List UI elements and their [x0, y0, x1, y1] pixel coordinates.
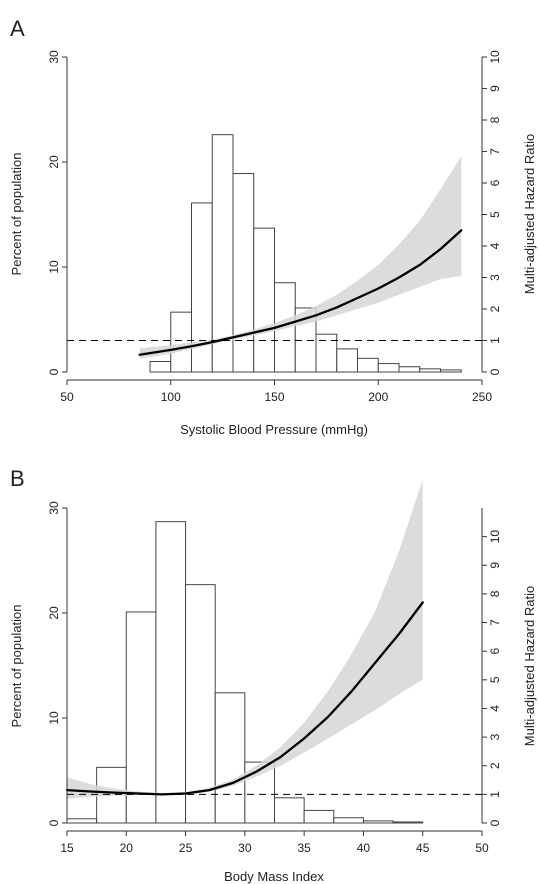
histogram-bar [398, 366, 421, 373]
panel-label: B [10, 466, 25, 491]
histogram-bar [315, 333, 338, 373]
histogram-bar [333, 817, 364, 824]
histogram-bar [303, 809, 335, 824]
y-axis-label-left: Percent of population [9, 153, 24, 276]
x-tick-label: 200 [368, 390, 388, 404]
histogram-bar [440, 369, 462, 373]
x-tick-label: 50 [475, 841, 489, 855]
x-tick-label: 20 [120, 841, 134, 855]
y-axis-label-left: Percent of population [9, 605, 24, 728]
y-tick-label-right: 10 [488, 50, 502, 64]
histogram-bar [170, 311, 192, 373]
x-tick-label: 50 [60, 390, 74, 404]
histogram-bar [149, 361, 172, 373]
x-tick-label: 100 [161, 390, 181, 404]
y-tick-label-right: 6 [488, 179, 502, 186]
histogram-bar [419, 368, 441, 373]
y-tick-label-right: 0 [488, 819, 502, 826]
y-tick-label-left: 10 [47, 260, 61, 274]
confidence-band [139, 156, 462, 359]
y-tick-label-left: 0 [47, 368, 61, 375]
y-axis-label-right: Multi-adjusted Hazard Ratio [522, 586, 537, 746]
panel-a: A 50 100 150 200 250 0 10 20 30 0 1 2 3 4 5 6 7 8 9 10 Syst… [9, 16, 537, 437]
y-tick-label-right: 2 [488, 305, 502, 312]
histogram-bar [232, 173, 255, 373]
histogram-bar [253, 227, 275, 373]
y-tick-label-right: 5 [488, 211, 502, 218]
hazard-ratio-curve [138, 229, 463, 356]
y-tick-label-right: 4 [488, 242, 502, 249]
y-tick-label-right: 3 [488, 274, 502, 281]
histogram-bar [377, 363, 400, 373]
x-tick-label: 35 [297, 841, 311, 855]
y-tick-label-right: 0 [488, 368, 502, 375]
y-tick-label-left: 20 [47, 606, 61, 620]
x-tick-label: 250 [472, 390, 492, 404]
y-tick-label-right: 7 [488, 619, 502, 626]
x-tick-label: 25 [179, 841, 193, 855]
y-tick-label-left: 30 [47, 501, 61, 515]
y-tick-label-right: 9 [488, 85, 502, 92]
hazard-ratio-curve [65, 601, 424, 796]
y-tick-label-right: 5 [488, 676, 502, 683]
y-tick-label-right: 2 [488, 762, 502, 769]
plot-area: 50 100 150 200 250 0 10 20 30 0 1 2 3 4 5 6 7 8 9 10 [47, 50, 502, 404]
histogram-bar [214, 692, 246, 824]
x-axis-label: Systolic Blood Pressure (mmHg) [180, 422, 368, 437]
y-axis-label-right: Multi-adjusted Hazard Ratio [522, 134, 537, 294]
y-tick-label-right: 8 [488, 116, 502, 123]
x-tick-label: 40 [357, 841, 371, 855]
y-tick-label-right: 4 [488, 705, 502, 712]
y-tick-label-right: 8 [488, 590, 502, 597]
confidence-band [67, 479, 423, 799]
histogram-bar [392, 821, 424, 824]
histogram-bar [357, 357, 379, 373]
y-tick-label-right: 10 [488, 530, 502, 544]
x-tick-label: 150 [264, 390, 284, 404]
x-axis-label: Body Mass Index [224, 869, 324, 884]
y-tick-label-right: 7 [488, 148, 502, 155]
histogram-bar [336, 348, 358, 373]
y-tick-label-right: 9 [488, 562, 502, 569]
histogram-bar [155, 521, 187, 824]
y-tick-label-right: 6 [488, 648, 502, 655]
y-tick-label-left: 0 [47, 819, 61, 826]
y-tick-label-right: 1 [488, 337, 502, 344]
y-tick-label-left: 20 [47, 155, 61, 169]
x-tick-label: 15 [60, 841, 74, 855]
x-tick-label: 45 [416, 841, 430, 855]
histogram-bar [66, 818, 98, 824]
y-tick-label-left: 10 [47, 711, 61, 725]
y-tick-label-left: 30 [47, 50, 61, 64]
x-tick-label: 30 [238, 841, 252, 855]
histogram-bar [362, 820, 394, 824]
panel-label: A [10, 16, 25, 41]
y-tick-label-right: 3 [488, 733, 502, 740]
histogram-bar [185, 584, 216, 824]
histogram-bar [274, 797, 305, 824]
y-tick-label-right: 1 [488, 791, 502, 798]
